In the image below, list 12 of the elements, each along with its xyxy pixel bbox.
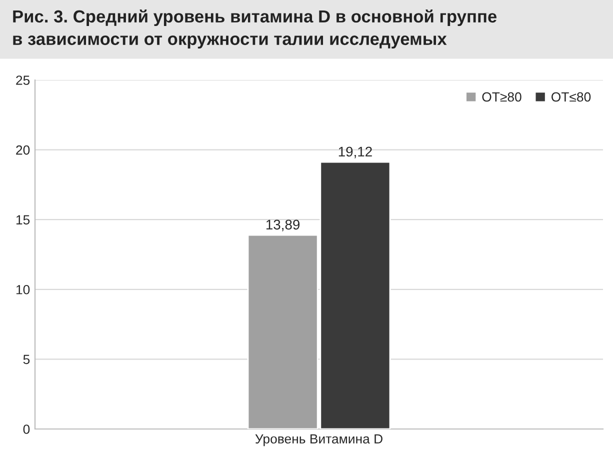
y-tick-label: 5 — [23, 354, 30, 364]
chart-title: Рис. 3. Средний уровень витамина D в основной группе в зависимости от окружности талии исследуемых — [13, 10, 497, 48]
y-tick-label: 20 — [16, 145, 30, 155]
legend-label: ОТ≥80 — [482, 92, 522, 102]
y-tick-label: 15 — [16, 215, 30, 225]
legend-label: ОТ≤80 — [552, 92, 591, 102]
y-tick-label: 0 — [23, 424, 30, 434]
data-label: 13,89 — [266, 220, 300, 232]
y-tick-label: 10 — [16, 284, 30, 294]
x-tick-label: Уровень Витамина D — [255, 434, 382, 446]
data-label: 19,12 — [338, 146, 372, 158]
y-tick-label: 25 — [16, 76, 30, 85]
